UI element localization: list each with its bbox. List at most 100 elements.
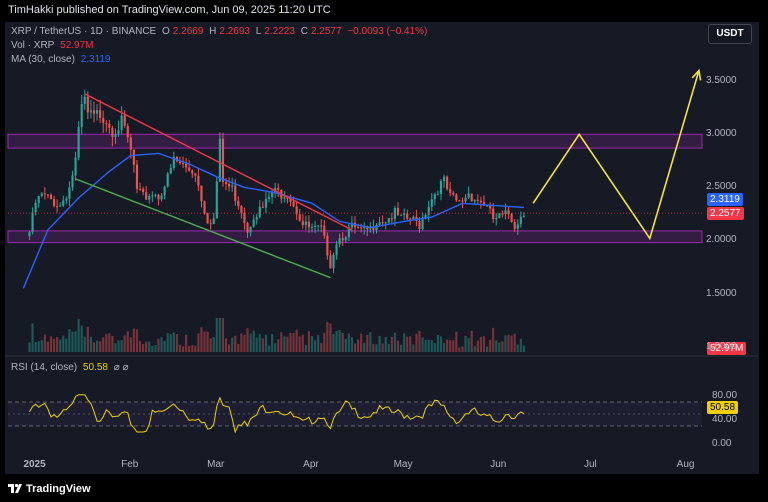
volume-bar [305, 345, 307, 352]
candle-body [243, 213, 245, 223]
candle-body [31, 212, 33, 232]
volume-bar [385, 337, 387, 352]
volume-bar [375, 344, 377, 352]
candle-body [421, 218, 423, 229]
candle-body [511, 214, 513, 222]
candle-body [498, 214, 500, 218]
volume-bar [228, 344, 230, 352]
volume-bar [302, 335, 304, 352]
candle-body [464, 198, 466, 201]
candle-body [412, 217, 414, 219]
volume-bar [176, 334, 178, 352]
volume-bar [210, 339, 212, 352]
candle-body [197, 176, 199, 186]
volume-bar [31, 323, 33, 352]
volume-bar [382, 344, 384, 352]
candle-body [268, 197, 270, 199]
rsi-settings-icons[interactable]: ⌀ ⌀ [114, 362, 129, 373]
volume-bar [133, 329, 135, 352]
volume-bar [425, 340, 427, 352]
candle-body [219, 139, 221, 182]
candle-body [501, 214, 503, 215]
candle-body [234, 186, 236, 201]
candle-body [210, 223, 212, 224]
volume-bar [41, 340, 43, 352]
candle-body [458, 200, 460, 201]
currency-button[interactable]: USDT [708, 24, 752, 44]
volume-bar [486, 347, 488, 352]
candle-body [194, 174, 196, 176]
volume-bar [117, 340, 119, 352]
candle-body [375, 225, 377, 230]
candle-body [127, 126, 129, 138]
rsi-tick-label: 40.00 [712, 414, 737, 425]
candle-body [418, 221, 420, 229]
volume-bar [415, 334, 417, 352]
volume-bar [446, 339, 448, 352]
volume-bar [351, 337, 353, 352]
volume-bar [78, 319, 80, 352]
volume-bar [200, 327, 202, 352]
volume-bar [314, 340, 316, 352]
volume-bar [348, 333, 350, 352]
ma-value: 2.3119 [81, 54, 111, 65]
volume-bar [59, 340, 61, 352]
volume-bar [431, 340, 433, 352]
volume-bar [28, 342, 30, 352]
volume-bar [412, 344, 414, 352]
candle-body [409, 219, 411, 220]
volume-bar [105, 334, 107, 352]
volume-bar [56, 337, 58, 352]
volume-bar [363, 343, 365, 352]
tradingview-logo-icon [8, 482, 22, 494]
volume-bar [271, 334, 273, 352]
volume-bar [517, 344, 519, 352]
candle-body [323, 226, 325, 236]
volume-bar [207, 332, 209, 352]
volume-bar [216, 318, 218, 352]
candle-body [452, 193, 454, 195]
volume-bar [35, 342, 37, 352]
volume-bar [246, 328, 248, 352]
candle-body [517, 224, 519, 229]
candle-body [480, 201, 482, 202]
volume-bar [311, 336, 313, 352]
volume-bar [136, 329, 138, 352]
volume-bar [145, 342, 147, 352]
candle-body [53, 199, 55, 206]
volume-bar [514, 334, 516, 352]
rsi-tick-label: 80.00 [712, 390, 737, 401]
volume-bar [234, 336, 236, 352]
candle-body [225, 182, 227, 184]
candle-body [477, 200, 479, 201]
volume-bar [157, 339, 159, 352]
candle-body [74, 158, 76, 176]
candle-body [38, 196, 40, 203]
volume-bar [511, 336, 513, 352]
candle-body [342, 238, 344, 240]
volume-bar [194, 346, 196, 352]
candle-body [111, 128, 113, 137]
candle-body [228, 184, 230, 187]
volume-bar [148, 341, 150, 352]
candle-body [170, 168, 172, 174]
candle-body [62, 201, 64, 206]
candle-body [121, 116, 123, 131]
volume-bar [256, 337, 258, 352]
volume-bar [489, 340, 491, 352]
price-tick-label: 1.5000 [706, 288, 737, 299]
volume-bar [268, 346, 270, 352]
ma-legend: MA (30, close) 2.3119 [11, 54, 114, 65]
candle-body [136, 165, 138, 189]
candle-body [271, 192, 273, 196]
volume-bar [65, 339, 67, 352]
volume-bar [449, 340, 451, 352]
candle-body [514, 222, 516, 229]
volume-bar [440, 336, 442, 352]
candle-body [259, 207, 261, 217]
volume-bar [53, 339, 55, 352]
candle-body [455, 195, 457, 201]
candle-body [431, 199, 433, 207]
candle-body [332, 255, 334, 269]
